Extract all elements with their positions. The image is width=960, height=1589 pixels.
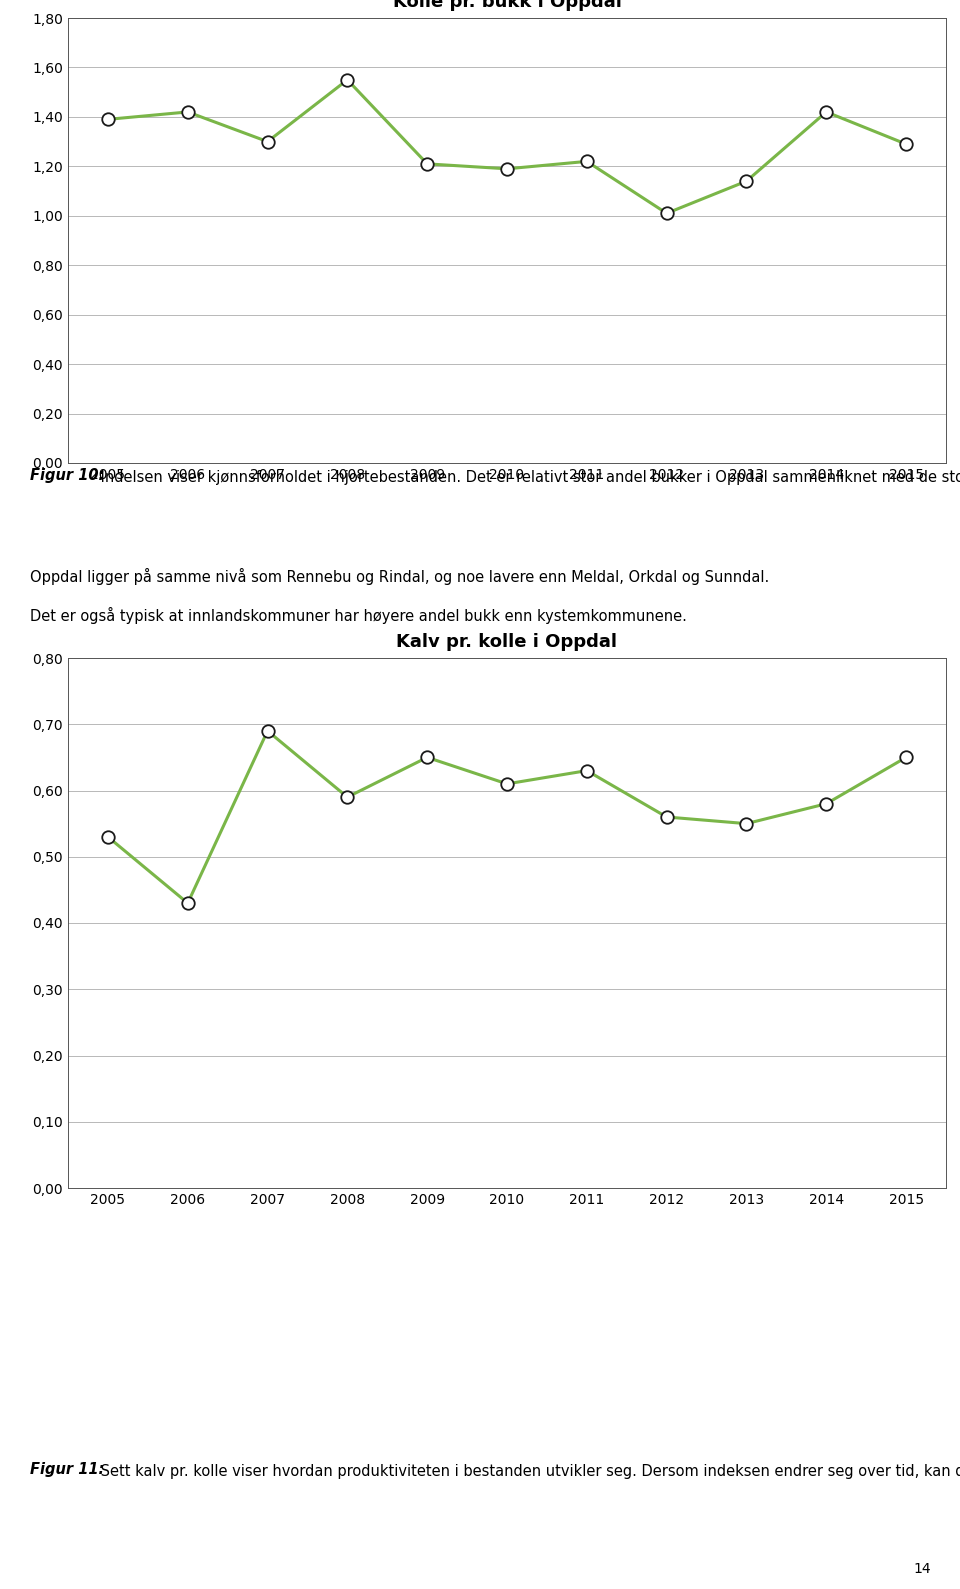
Title: Kolle pr. bukk i Oppdal: Kolle pr. bukk i Oppdal (393, 0, 621, 11)
Text: Sett kalv pr. kolle viser hvordan produktiviteten i bestanden utvikler seg. Ders: Sett kalv pr. kolle viser hvordan produk… (95, 1462, 960, 1479)
Title: Kalv pr. kolle i Oppdal: Kalv pr. kolle i Oppdal (396, 632, 617, 651)
Text: Figur 11:: Figur 11: (30, 1462, 105, 1478)
Text: 14: 14 (914, 1562, 931, 1576)
Text: Indelsen viser kjønnsforholdet i hjortebestanden. Det er relativt stor andel buk: Indelsen viser kjønnsforholdet i hjorteb… (95, 469, 960, 485)
Text: Figur 10:: Figur 10: (30, 469, 105, 483)
Text: Det er også typisk at innlandskommuner har høyere andel bukk enn kystemkommunene: Det er også typisk at innlandskommuner h… (30, 607, 686, 624)
Text: Oppdal ligger på samme nivå som Rennebu og Rindal, og noe lavere enn Meldal, Ork: Oppdal ligger på samme nivå som Rennebu … (30, 567, 769, 585)
